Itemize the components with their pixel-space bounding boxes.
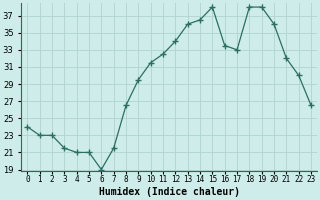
X-axis label: Humidex (Indice chaleur): Humidex (Indice chaleur) xyxy=(99,187,240,197)
